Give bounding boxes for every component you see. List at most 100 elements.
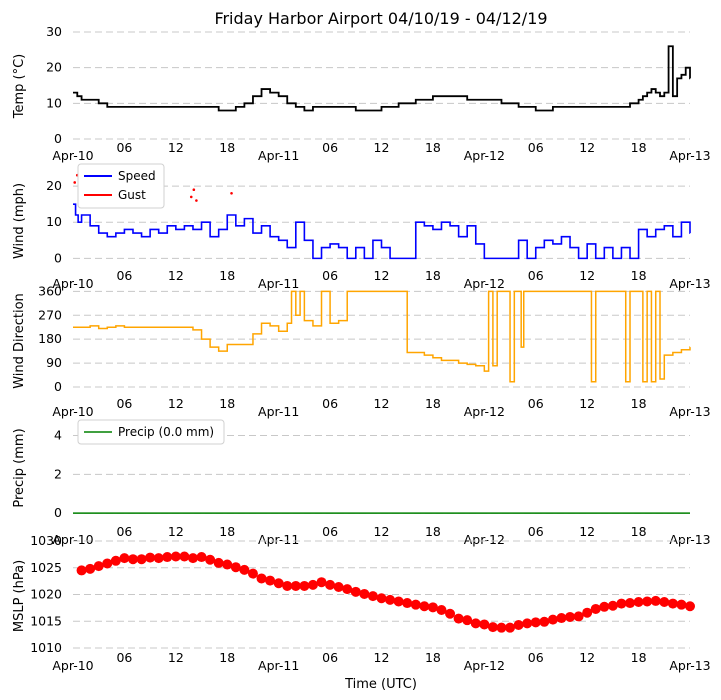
x-tick-label: 18	[631, 140, 647, 155]
mslp-point	[325, 579, 336, 590]
mslp-point	[556, 613, 567, 624]
x-tick-labels: Apr-10 06 12 18 Apr-11 06 12 18 Apr-12 06 12 18 Apr-…	[52, 140, 710, 163]
x-axis-title: Time (UTC)	[344, 677, 417, 692]
mslp-point	[496, 622, 507, 633]
mslp-point	[205, 554, 216, 565]
y-tick-label: 4	[54, 428, 62, 443]
mslp-point	[436, 605, 447, 616]
x-tick-label: Apr-12	[464, 532, 505, 547]
x-tick-label: 12	[579, 140, 595, 155]
panel-precipitation: Apr-10 06 12 18 Apr-11 06 12 18 Apr-12 06 12 18 Apr-…	[12, 419, 711, 547]
precip-legend: Precip (0.0 mm)	[77, 419, 225, 445]
mslp-point	[685, 601, 695, 612]
mslp-point	[565, 611, 576, 622]
mslp-point	[93, 561, 104, 572]
mslp-point	[110, 555, 121, 566]
mslp-point	[616, 598, 627, 609]
y-tick-label: 180	[38, 331, 62, 346]
mslp-point	[642, 596, 653, 607]
x-tick-label: 06	[528, 268, 544, 283]
x-tick-label: 18	[219, 650, 235, 665]
x-tick-label: 18	[631, 396, 647, 411]
mslp-point	[162, 552, 173, 563]
x-tick-label: 18	[631, 268, 647, 283]
x-tick-label: Apr-11	[258, 532, 299, 547]
mslp-point	[187, 553, 198, 564]
y-tick-label: 360	[38, 283, 62, 298]
x-tick-label: 12	[374, 396, 390, 411]
mslp-point	[573, 611, 584, 622]
y-tick-label: 10	[46, 95, 62, 110]
mslp-point	[196, 552, 207, 563]
x-tick-label: 12	[168, 650, 184, 665]
mslp-point	[590, 603, 601, 614]
mslp-point	[530, 617, 541, 628]
mslp-point	[445, 608, 456, 619]
mslp-point	[402, 598, 413, 609]
legend-label-precip: Precip (0.0 mm)	[118, 425, 214, 439]
mslp-point	[539, 616, 550, 627]
mslp-point	[659, 596, 670, 607]
x-tick-label: 06	[528, 140, 544, 155]
mslp-point	[513, 619, 524, 630]
mslp-point	[505, 622, 516, 633]
x-tick-label: 18	[631, 524, 647, 539]
x-tick-label: Apr-11	[258, 404, 299, 419]
x-tick-label: Apr-12	[464, 276, 505, 291]
mslp-point	[582, 607, 593, 618]
y-tick-label: 10	[46, 214, 62, 229]
x-tick-label: 12	[579, 396, 595, 411]
x-tick-label: Apr-11	[258, 148, 299, 163]
mslp-point	[127, 554, 138, 565]
mslp-point	[359, 588, 370, 599]
y-tick-label: 0	[54, 131, 62, 146]
mslp-point	[299, 580, 310, 591]
gust-point	[73, 181, 77, 184]
mslp-point	[625, 598, 636, 609]
direction-axis-label: Wind Direction	[12, 293, 27, 389]
mslp-point	[376, 593, 387, 604]
mslp-point	[102, 558, 113, 569]
mslp-point	[85, 563, 96, 574]
mslp-point	[367, 591, 378, 602]
x-tick-label: 06	[322, 396, 338, 411]
mslp-point	[410, 599, 421, 610]
x-tick-label: 12	[168, 268, 184, 283]
x-tick-label: 06	[322, 268, 338, 283]
mslp-point	[256, 573, 267, 584]
x-tick-label: Apr-12	[464, 404, 505, 419]
mslp-point	[633, 596, 644, 607]
mslp-point	[290, 580, 301, 591]
mslp-point	[333, 582, 344, 593]
mslp-point	[453, 613, 464, 624]
x-tick-labels: Apr-10 06 12 18 Apr-11 06 12 18 Apr-12 06 12 18 Apr-…	[52, 524, 710, 547]
mslp-point	[393, 596, 404, 607]
precip-axis-label: Precip (mm)	[12, 428, 27, 507]
x-tick-label: Apr-13	[669, 276, 710, 291]
x-tick-label: 18	[631, 650, 647, 665]
x-tick-label: 18	[219, 140, 235, 155]
x-tick-label: 18	[219, 524, 235, 539]
mslp-point	[136, 554, 147, 565]
x-tick-labels: Apr-10 06 12 18 Apr-11 06 12 18 Apr-12 06 12 18 Apr-…	[52, 396, 710, 419]
x-tick-label: Apr-13	[669, 148, 710, 163]
y-tick-label: 1020	[30, 587, 62, 602]
x-tick-label: 18	[425, 650, 441, 665]
mslp-point	[350, 586, 361, 597]
mslp-point	[487, 622, 498, 633]
mslp-point	[239, 564, 250, 575]
x-tick-label: 12	[374, 524, 390, 539]
y-tick-label: 0	[54, 505, 62, 520]
y-tick-label: 20	[46, 60, 62, 75]
x-tick-label: 12	[374, 268, 390, 283]
x-tick-label: Apr-12	[464, 658, 505, 673]
mslp-point	[170, 551, 181, 562]
mslp-point	[470, 618, 481, 629]
y-tick-labels: 0 90 180 270 360	[38, 283, 62, 394]
x-tick-label: 12	[168, 140, 184, 155]
gust-point	[195, 199, 198, 202]
mslp-point	[247, 568, 258, 579]
mslp-point	[427, 602, 438, 613]
x-tick-labels: Apr-10 06 12 18 Apr-11 06 12 18 Apr-12 06 12 18 Apr-…	[52, 650, 710, 673]
y-tick-label: 30	[46, 24, 62, 39]
